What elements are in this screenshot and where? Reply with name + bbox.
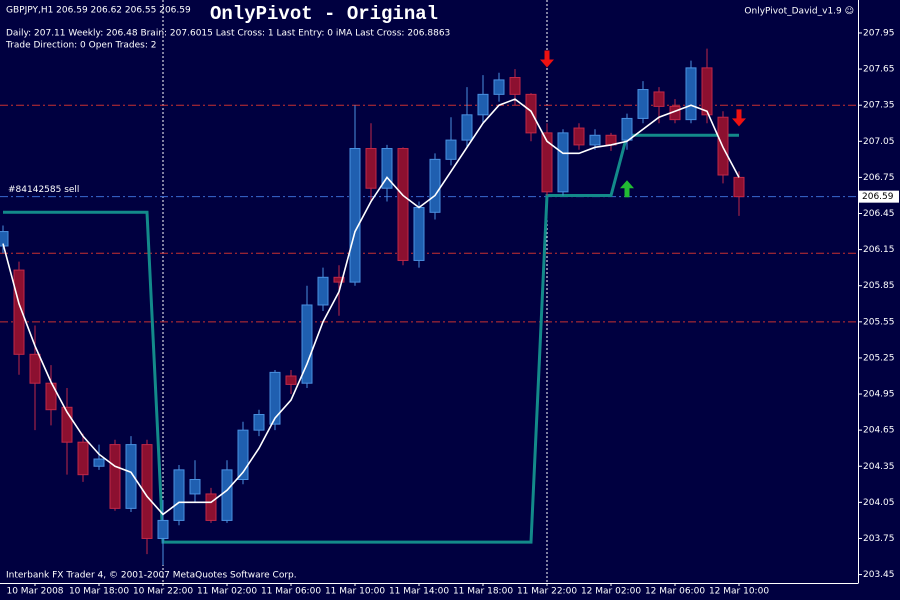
x-tick-label: 10 Mar 22:00 [133,587,193,597]
candle-body [509,77,521,95]
y-tick-label: 205.55 [863,317,895,327]
candle-body [733,176,745,198]
y-tick-label: 207.05 [863,137,895,147]
y-tick-label: 203.75 [863,534,895,544]
candle-body [589,134,601,146]
pivot-line [3,133,739,544]
y-tick-label: 206.15 [863,245,895,255]
candle-body [285,375,297,385]
x-tick-label: 10 Mar 18:00 [69,587,129,597]
x-tick-label: 10 Mar 2008 [6,587,63,597]
x-tick-label: 11 Mar 14:00 [389,587,449,597]
y-tick-label: 204.95 [863,390,895,400]
footer: Interbank FX Trader 4, © 2001-2007 MetaQ… [6,571,297,581]
y-tick-label: 207.35 [863,101,895,111]
x-tick-label: 11 Mar 10:00 [325,587,385,597]
signal-arrow [732,109,746,127]
candle-body [93,458,105,467]
candle-body [685,67,697,121]
y-tick-label: 203.45 [863,570,895,580]
candle-body [237,429,249,480]
candle-body [701,67,713,116]
y-tick-label: 206.75 [863,173,895,183]
y-tick-label: 204.65 [863,426,895,436]
candle-body [189,478,201,495]
candle-body [397,148,409,261]
candle-body [269,371,281,425]
symbol-line: GBPJPY,H1 206.59 206.62 206.55 206.59 [6,6,191,16]
candle-body [173,469,185,521]
candle-body [77,441,89,476]
info-line: Daily: 207.11 Weekly: 206.48 Brain: 207.… [6,29,450,39]
price-tag: 206.59 [862,192,894,202]
candle-body [29,353,41,384]
x-tick-label: 12 Mar 10:00 [709,587,769,597]
y-tick-label: 206.45 [863,209,895,219]
candle-body [349,148,361,283]
y-tick-label: 207.65 [863,65,895,75]
candle-body [493,79,505,95]
candle-body [573,127,585,146]
candle-body [637,89,649,119]
candle-body [0,231,9,247]
candle-body [61,406,73,443]
y-tick-label: 205.25 [863,353,895,363]
candle-body [317,276,329,306]
indicator-name: OnlyPivot_David_v1.9 ☺ [744,6,854,17]
candle-body [429,158,441,213]
candle-body [221,469,233,521]
trade-line: Trade Direction: 0 Open Trades: 2 [5,41,157,51]
y-tick-label: 204.35 [863,462,895,472]
candle-body [381,148,393,189]
candle-body [557,132,569,193]
candle-body [445,139,457,160]
candle-body [109,444,121,509]
signal-arrow [620,180,634,198]
x-tick-label: 11 Mar 18:00 [453,587,513,597]
candle-body [333,276,345,283]
x-tick-label: 12 Mar 02:00 [581,587,641,597]
candle-body [413,206,425,261]
x-tick-label: 12 Mar 06:00 [645,587,705,597]
candle-body [541,132,553,193]
candle-body [477,93,489,116]
y-tick-label: 207.95 [863,28,895,38]
candle-body [125,444,137,509]
signal-arrow [540,50,554,68]
x-tick-label: 11 Mar 22:00 [517,587,577,597]
y-tick-label: 205.85 [863,281,895,291]
candle-body [157,519,169,539]
candle-body [205,493,217,521]
price-tag-bg [859,190,899,203]
candle-body [13,269,25,355]
x-tick-label: 11 Mar 02:00 [197,587,257,597]
chart-title: OnlyPivot - Original [210,3,438,25]
candle-body [141,444,153,539]
candle-body [525,93,537,134]
y-tick-label: 204.05 [863,498,895,508]
candle-body [253,414,265,431]
x-tick-label: 11 Mar 06:00 [261,587,321,597]
candle-body [461,114,473,141]
candle-body [301,304,313,384]
candle-body [365,148,377,189]
plot-area: #84142585 sell [0,0,858,583]
candle-body [653,91,665,107]
order-label: #84142585 sell [8,185,79,195]
ma-line [2,98,740,516]
candle-body [621,117,633,141]
